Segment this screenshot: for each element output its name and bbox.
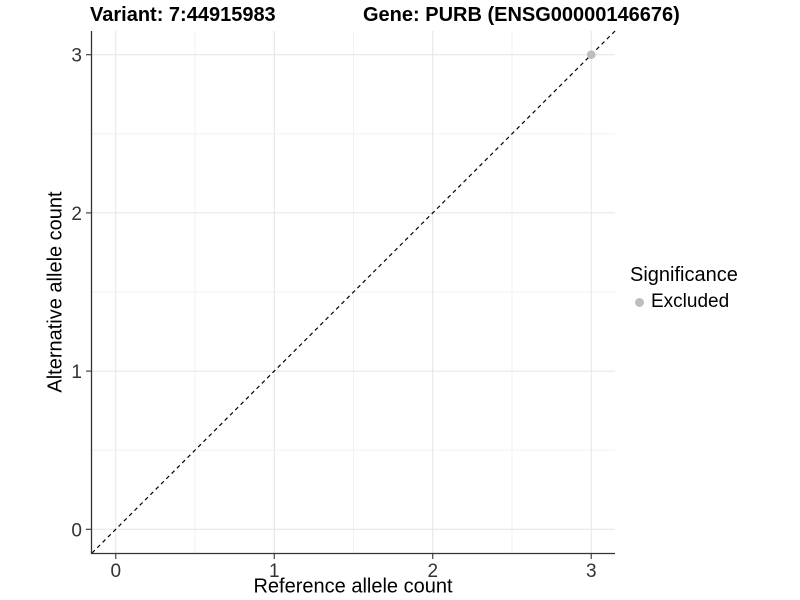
svg-text:0: 0 xyxy=(71,520,82,541)
svg-text:3: 3 xyxy=(71,46,82,67)
svg-text:2: 2 xyxy=(71,204,82,225)
legend-dot-icon xyxy=(635,297,644,307)
legend-item-label: Excluded xyxy=(651,291,730,312)
svg-text:1: 1 xyxy=(269,561,280,582)
x-axis-title: Reference allele count xyxy=(253,575,453,598)
y-axis-title: Alternative allele count xyxy=(44,191,67,393)
variant-title: Variant: 7:44915983 xyxy=(90,4,276,26)
legend: Significance Excluded xyxy=(628,264,738,313)
svg-text:1: 1 xyxy=(71,362,82,383)
legend-item-excluded: Excluded xyxy=(628,291,738,313)
legend-title: Significance xyxy=(630,264,738,286)
svg-text:3: 3 xyxy=(586,561,597,582)
svg-text:2: 2 xyxy=(427,561,438,582)
svg-text:0: 0 xyxy=(110,561,121,582)
gene-title: Gene: PURB (ENSG00000146676) xyxy=(363,4,680,26)
